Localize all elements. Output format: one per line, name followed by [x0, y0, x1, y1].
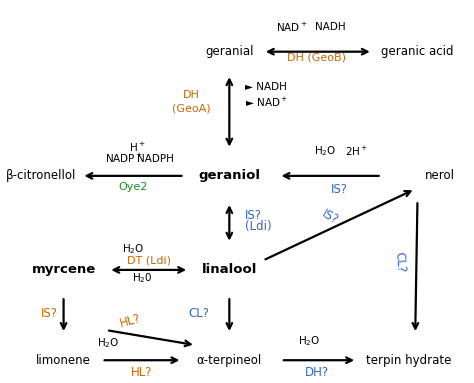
Text: HL?: HL?: [118, 312, 143, 330]
Text: H$_2$O: H$_2$O: [97, 336, 119, 350]
Text: geranial: geranial: [205, 45, 254, 58]
Text: geraniol: geraniol: [198, 169, 260, 182]
Text: IS?: IS?: [245, 209, 262, 222]
Text: ► NADH: ► NADH: [245, 82, 287, 92]
Text: terpin hydrate: terpin hydrate: [366, 354, 451, 367]
Text: ► NAD$^+$: ► NAD$^+$: [245, 96, 288, 109]
Text: DT (Ldi): DT (Ldi): [127, 255, 171, 265]
Text: DH: DH: [183, 90, 200, 100]
Text: limonene: limonene: [36, 354, 91, 367]
Text: H$_2$O: H$_2$O: [122, 242, 144, 256]
Text: (GeoA): (GeoA): [172, 103, 210, 113]
Text: DH?: DH?: [305, 366, 329, 379]
Text: NADPH: NADPH: [137, 154, 174, 164]
Text: β-citronellol: β-citronellol: [6, 169, 76, 182]
Text: H$_2$0: H$_2$0: [132, 271, 152, 285]
Text: CL?: CL?: [188, 307, 209, 320]
Text: α-terpineol: α-terpineol: [197, 354, 262, 367]
Text: CL?: CL?: [392, 251, 407, 273]
Text: H$_2$O: H$_2$O: [298, 334, 320, 348]
Text: H$_2$O: H$_2$O: [314, 144, 337, 158]
Text: H$^+$: H$^+$: [129, 141, 146, 154]
Text: NADP$^+$: NADP$^+$: [105, 152, 143, 165]
Text: HL?: HL?: [131, 366, 153, 379]
Text: myrcene: myrcene: [31, 264, 96, 277]
Text: IS?: IS?: [319, 207, 341, 227]
Text: NAD$^+$: NAD$^+$: [276, 21, 308, 34]
Text: (Ldi): (Ldi): [245, 220, 272, 233]
Text: IS?: IS?: [41, 307, 58, 320]
Text: NADH: NADH: [315, 22, 346, 32]
Text: DH (GeoB): DH (GeoB): [287, 52, 346, 62]
Text: linalool: linalool: [201, 264, 257, 277]
Text: IS?: IS?: [330, 183, 347, 196]
Text: geranic acid: geranic acid: [381, 45, 454, 58]
Text: 2H$^+$: 2H$^+$: [346, 145, 369, 158]
Text: nerol: nerol: [425, 169, 455, 182]
Text: Oye2: Oye2: [118, 182, 148, 192]
